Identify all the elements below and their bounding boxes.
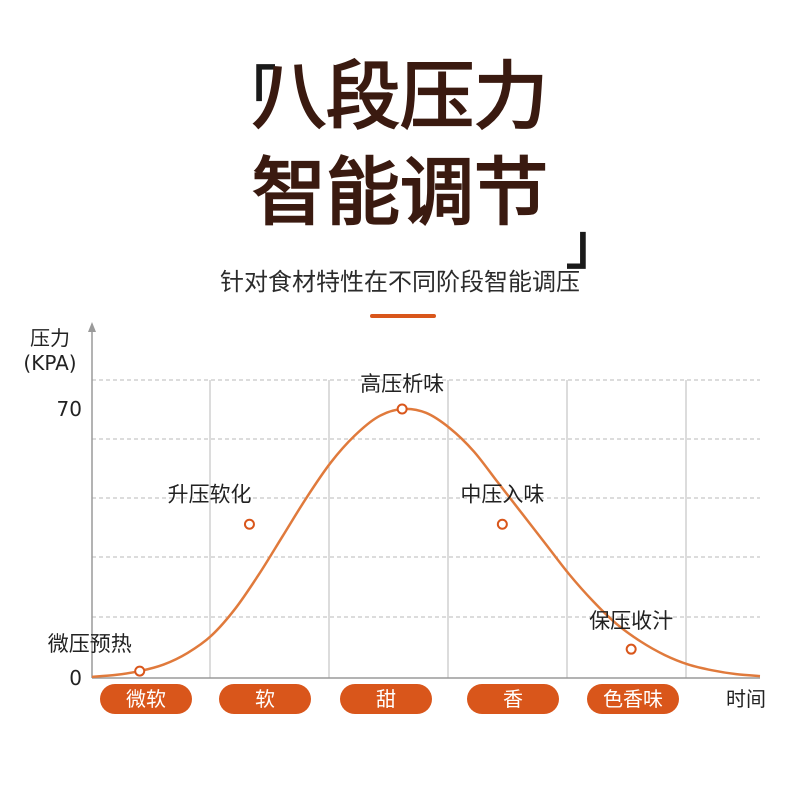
stage-pill xyxy=(100,684,192,714)
title-line-1: 八段压力 xyxy=(252,54,548,140)
annotation-label: 中压入味 xyxy=(460,482,544,506)
stage-label: 甜 xyxy=(376,687,396,711)
accent-divider xyxy=(370,314,436,318)
annotation-point xyxy=(396,403,408,415)
y-axis-label-line1: 压力 xyxy=(30,326,70,350)
stage-label: 微软 xyxy=(126,687,166,711)
y-tick-label: 0 xyxy=(69,666,82,690)
stage-pill xyxy=(587,684,679,714)
annotation-point xyxy=(496,518,508,530)
annotation-label: 保压收汁 xyxy=(589,609,673,633)
y-axis-arrow xyxy=(88,322,96,332)
pressure-curve xyxy=(91,407,761,679)
axes xyxy=(88,322,760,679)
stage-label: 香 xyxy=(503,687,523,711)
open-bracket: 「 xyxy=(222,61,276,124)
grid xyxy=(92,379,760,678)
annotation-label: 微压预热 xyxy=(48,632,132,656)
annotation-point xyxy=(243,518,255,530)
annotation-label: 高压析味 xyxy=(360,372,444,396)
stage-pill xyxy=(340,684,432,714)
annotation-point xyxy=(134,665,146,677)
close-bracket: 」 xyxy=(566,213,620,276)
stage-label: 软 xyxy=(255,687,275,711)
stage-pill xyxy=(467,684,559,714)
annotation-label: 升压软化 xyxy=(167,482,251,506)
y-ticks: 0 70 xyxy=(57,397,82,690)
annotation-point xyxy=(625,643,637,655)
stage-pill xyxy=(219,684,311,714)
y-tick-label: 70 xyxy=(57,397,82,421)
stage-labels: 微软 软 甜 香 色香味 xyxy=(100,684,679,714)
y-axis-label-line2: (KPA) xyxy=(23,351,76,375)
title-line-2: 智能调节 xyxy=(252,150,548,236)
x-axis-label: 时间 xyxy=(726,687,766,711)
stage-label: 色香味 xyxy=(603,687,663,711)
subtitle: 针对食材特性在不同阶段智能调压 xyxy=(220,268,580,296)
